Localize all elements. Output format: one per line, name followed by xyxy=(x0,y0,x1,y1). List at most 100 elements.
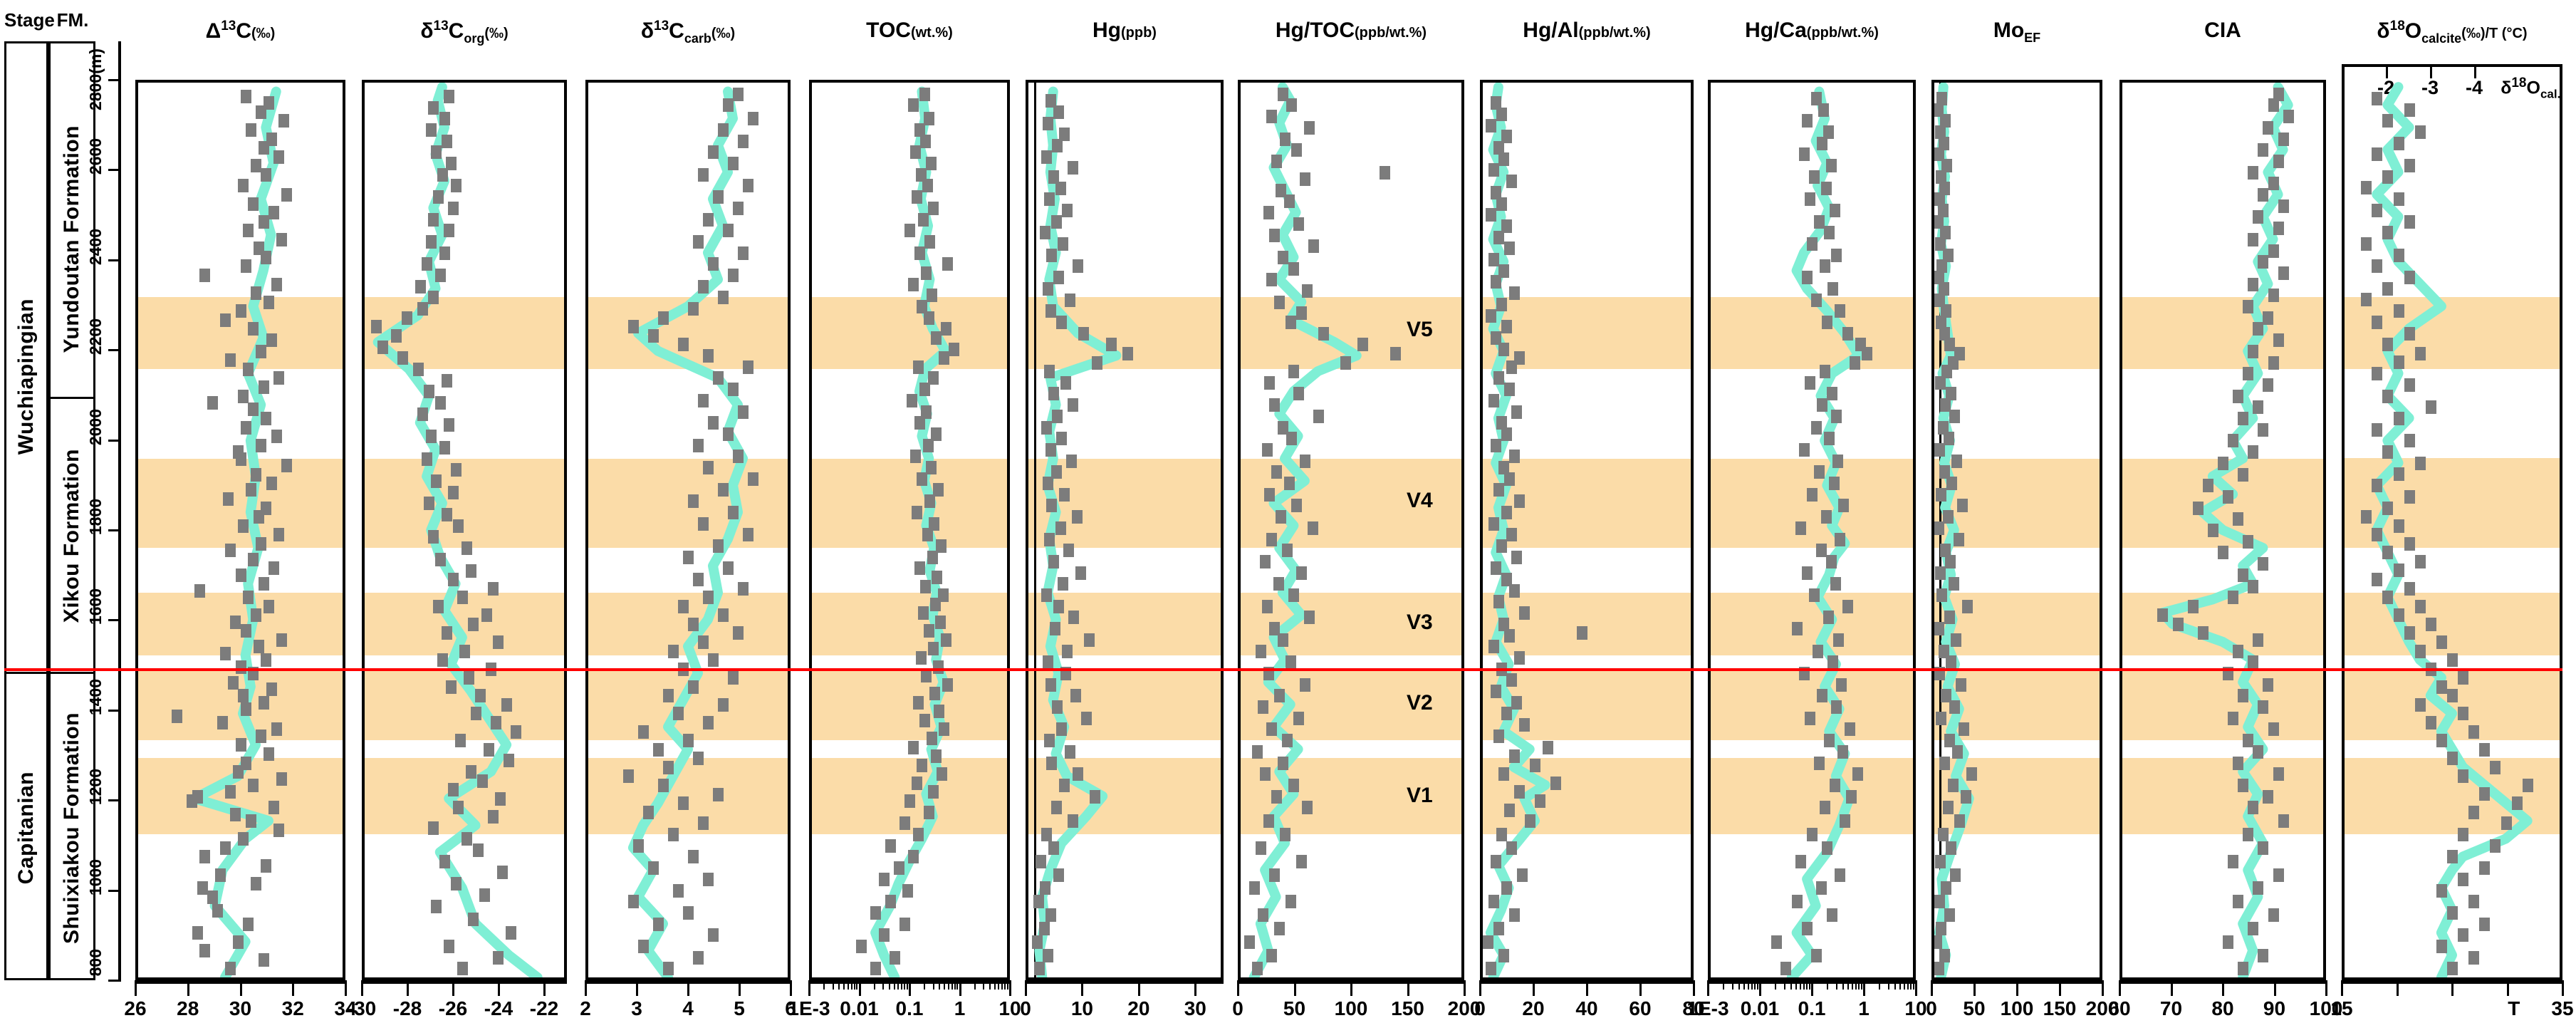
x-tick-label: 100 xyxy=(1334,997,1368,1019)
plot-panel-delta13C[interactable] xyxy=(135,80,345,980)
data-point xyxy=(648,328,659,343)
data-point xyxy=(2372,479,2383,493)
data-point xyxy=(414,279,426,294)
data-point xyxy=(492,950,504,965)
data-point xyxy=(942,257,954,271)
volcanic-label-V2: V2 xyxy=(1407,691,1433,715)
data-point xyxy=(1048,841,1059,855)
data-point xyxy=(1496,539,1507,553)
plot-panel-delta13Corg[interactable] xyxy=(362,80,567,980)
data-point xyxy=(2238,568,2249,582)
data-point xyxy=(918,212,929,227)
data-point xyxy=(214,868,226,882)
data-point xyxy=(2382,281,2394,296)
data-point xyxy=(462,541,473,556)
data-point xyxy=(1491,185,1502,199)
x-tick xyxy=(1811,980,1813,996)
x-tick-label: 1 xyxy=(1858,997,1870,1019)
data-point xyxy=(912,776,922,790)
data-point xyxy=(1491,275,1502,289)
data-point xyxy=(1940,226,1951,240)
x-tick xyxy=(1533,980,1535,996)
data-point xyxy=(1053,105,1065,119)
stage-cell-label: Wuchiapingian xyxy=(14,298,38,455)
data-point xyxy=(439,246,450,260)
depth-tick xyxy=(108,980,121,982)
data-point xyxy=(2253,633,2264,647)
data-point xyxy=(693,438,704,452)
x-minor-tick xyxy=(1756,980,1758,990)
data-point xyxy=(219,646,231,660)
depth-tick-label: 2000 xyxy=(86,408,105,445)
data-point xyxy=(1485,208,1496,222)
plot-panel-d18O_T[interactable] xyxy=(2342,64,2562,980)
plot-panel-CIA[interactable] xyxy=(2119,80,2326,980)
data-point xyxy=(693,752,704,766)
data-point xyxy=(1277,250,1288,264)
data-point xyxy=(924,112,935,126)
data-point xyxy=(1041,588,1052,603)
data-point xyxy=(1941,689,1952,703)
data-point xyxy=(2187,599,2199,613)
depth-tick-label: 2400 xyxy=(86,228,105,265)
plot-panel-delta13Ccarb[interactable] xyxy=(585,80,791,980)
data-point xyxy=(1501,219,1512,233)
data-point xyxy=(912,190,922,204)
data-point xyxy=(1943,432,1954,446)
data-point xyxy=(628,895,639,909)
data-point xyxy=(1266,273,1278,287)
data-point xyxy=(263,599,274,613)
data-point xyxy=(2404,326,2415,341)
data-point xyxy=(1506,673,1518,687)
data-point xyxy=(1830,700,1842,715)
data-points-Hg_Al xyxy=(1483,83,1691,977)
data-point xyxy=(1092,355,1103,370)
data-point xyxy=(2393,248,2404,262)
x-minor-tick xyxy=(823,980,825,990)
data-point xyxy=(1493,729,1504,743)
data-point xyxy=(1823,611,1834,625)
data-point xyxy=(1498,461,1510,475)
x-tick xyxy=(790,980,792,996)
plot-panel-TOC[interactable] xyxy=(809,80,1010,980)
data-point xyxy=(422,257,433,271)
plot-panel-Hg_TOC[interactable] xyxy=(1238,80,1464,980)
data-point xyxy=(1508,583,1520,598)
plot-panel-Hg_Ca[interactable] xyxy=(1708,80,1916,980)
x-minor-tick xyxy=(1803,980,1805,990)
data-point xyxy=(253,640,264,654)
data-point xyxy=(2273,333,2284,348)
data-point xyxy=(1045,908,1056,923)
data-point xyxy=(232,445,244,459)
x-minor-tick xyxy=(847,980,849,990)
data-point xyxy=(1511,405,1523,419)
plot-panel-Hg_Al[interactable] xyxy=(1480,80,1694,980)
data-point xyxy=(1062,644,1073,658)
data-point xyxy=(1055,181,1066,195)
x-tick xyxy=(2341,980,2343,996)
data-point xyxy=(2382,389,2394,403)
data-point xyxy=(1263,814,1274,829)
plot-panel-Hg[interactable] xyxy=(1026,80,1224,980)
data-point xyxy=(256,729,267,743)
plot-panel-Mo_EF[interactable] xyxy=(1931,80,2102,980)
data-point xyxy=(708,145,719,160)
data-point xyxy=(885,895,896,909)
data-point xyxy=(937,588,949,603)
data-point xyxy=(914,416,925,430)
volcanic-band-V5 xyxy=(2122,297,2323,369)
data-point xyxy=(1934,521,1944,535)
data-point xyxy=(921,266,932,280)
data-point xyxy=(913,828,924,842)
data-point xyxy=(1043,477,1053,491)
data-point xyxy=(488,581,499,596)
data-point xyxy=(1810,948,1822,962)
x-tick xyxy=(1293,980,1296,996)
data-point xyxy=(2436,940,2447,954)
x-minor-tick xyxy=(944,980,946,990)
data-point xyxy=(927,785,939,799)
data-point xyxy=(723,427,734,441)
data-point xyxy=(1075,566,1087,580)
data-point xyxy=(442,626,453,640)
trend-curve-delta13Ccarb xyxy=(588,83,788,977)
